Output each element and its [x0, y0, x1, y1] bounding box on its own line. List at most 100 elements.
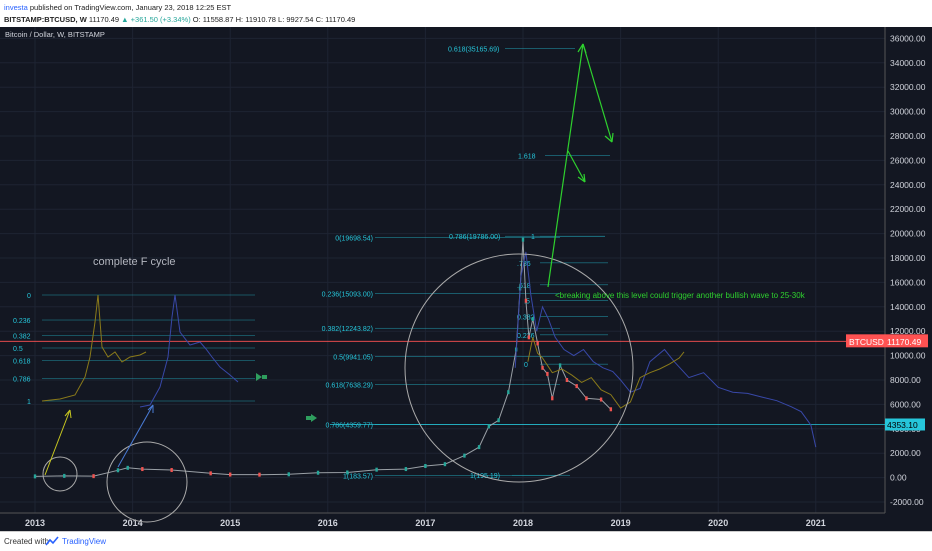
- x-tick-label: 2018: [513, 518, 533, 528]
- price-label-box: [846, 334, 928, 348]
- candle: [443, 462, 447, 467]
- mini-fib-label: 0: [27, 293, 31, 300]
- high-value: H: 11910.78: [235, 15, 276, 24]
- right-marker-tail: [306, 416, 311, 420]
- candle: [346, 470, 349, 475]
- left-marker-tail: [262, 375, 267, 379]
- mini-fib-label: 1: [27, 399, 31, 406]
- fib-right-label: 0.382: [517, 315, 535, 322]
- breakout-annotation: <breaking above this level could trigger…: [555, 291, 806, 300]
- candle: [229, 472, 232, 477]
- fib-right-label: 1.618: [518, 154, 536, 161]
- y-tick-label: 0.00: [890, 473, 907, 483]
- y-tick-label: 6000.00: [890, 399, 921, 409]
- close-value: C: 11170.49: [315, 15, 356, 24]
- candle: [170, 468, 173, 473]
- candle: [507, 390, 510, 395]
- fib-left-label: 0.236(15093.00): [322, 291, 373, 298]
- cycle-annotation: complete F cycle: [93, 256, 176, 268]
- candle: [316, 470, 320, 475]
- mini-fib-label: 0.382: [13, 333, 31, 340]
- fib-left-label: 0.5(9941.05): [333, 354, 373, 361]
- price-label-value: 11170.49: [887, 337, 921, 347]
- candle: [92, 474, 95, 479]
- fib-left-label: 0.382(12243.82): [322, 326, 373, 333]
- candle: [141, 467, 144, 472]
- yellow-arrow: [44, 409, 71, 476]
- fib-left-label: 0.618(7638.29): [326, 382, 373, 389]
- mini-fib-label: 0.236: [13, 318, 31, 325]
- fib-right-label: 1: [531, 234, 535, 241]
- y-tick-label: 34000.00: [890, 58, 926, 68]
- mini-fib-label: 0.618: [13, 359, 31, 366]
- fib-left-label: 0(19698.54): [335, 235, 373, 242]
- y-tick-label: 8000.00: [890, 375, 921, 385]
- y-tick-label: 14000.00: [890, 302, 926, 312]
- y-tick-label: 30000.00: [890, 107, 926, 117]
- green-arrowhead-top: [577, 43, 587, 54]
- blue-arrowhead: [147, 404, 154, 413]
- candle: [126, 465, 129, 470]
- mini-cycle-blue: [139, 294, 239, 408]
- candle: [477, 445, 481, 450]
- mini-fib-label: 0.786: [13, 376, 31, 383]
- candle: [497, 418, 500, 423]
- publish-info: investa published on TradingView.com, Ja…: [4, 2, 231, 13]
- candle: [487, 424, 491, 429]
- candle: [209, 471, 212, 476]
- candle: [531, 317, 534, 321]
- candle: [536, 341, 539, 346]
- candle: [558, 363, 562, 368]
- fib-right-label: 0.786(19786.00): [449, 234, 500, 241]
- x-tick-label: 2019: [611, 518, 631, 528]
- green-arrowhead-branch: [577, 173, 586, 183]
- right-marker-icon: [311, 414, 317, 422]
- mini-cycle-olive: [41, 294, 147, 402]
- x-tick-label: 2014: [123, 518, 143, 528]
- publish-header: investa published on TradingView.com, Ja…: [0, 0, 932, 28]
- level-label-box: [885, 418, 925, 431]
- y-tick-label: 20000.00: [890, 229, 926, 239]
- candle: [463, 453, 466, 458]
- y-tick-label: 22000.00: [890, 204, 926, 214]
- author-link[interactable]: investa: [4, 3, 28, 12]
- cycle-circle-small: [42, 456, 78, 492]
- symbol-name: BITSTAMP:BTCUSD, W: [4, 15, 87, 24]
- series-main: [34, 239, 612, 477]
- candle: [585, 396, 588, 401]
- fib-right-label: 0.618(35165.69): [448, 47, 499, 54]
- x-tick-label: 2017: [415, 518, 435, 528]
- candle: [609, 407, 613, 412]
- x-tick-label: 2021: [806, 518, 826, 528]
- y-tick-label: 36000.00: [890, 33, 926, 43]
- candle: [33, 474, 37, 479]
- series-projection_olive: [527, 337, 685, 409]
- y-tick-label: 16000.00: [890, 277, 926, 287]
- publish-date: published on TradingView.com, January 23…: [29, 3, 232, 12]
- x-tick-label: 2015: [220, 518, 240, 528]
- created-with-text: Created with: [4, 537, 49, 546]
- last-price: 11170.49: [88, 15, 120, 24]
- candle: [524, 298, 528, 303]
- x-tick-label: 2016: [318, 518, 338, 528]
- candle: [424, 464, 427, 469]
- y-tick-label: 12000.00: [890, 326, 926, 336]
- y-tick-label: 28000.00: [890, 131, 926, 141]
- fib-right-label: 0.236: [517, 333, 535, 340]
- tradingview-brand[interactable]: TradingView: [62, 537, 107, 546]
- candle: [375, 467, 378, 472]
- candle: [287, 472, 290, 477]
- y-tick-label: 10000.00: [890, 351, 926, 361]
- price-chart[interactable]: 36000.00 34000.00 32000.00 30000.00 28000.00…: [0, 27, 932, 531]
- candle: [541, 365, 544, 370]
- fib-right-label: .618: [517, 283, 531, 290]
- candle: [521, 237, 525, 242]
- fib-left-label: 0.786(4359.77): [326, 422, 373, 429]
- mini-fib-label: 0.5: [13, 346, 23, 353]
- open-value: O: 11558.87: [192, 15, 234, 24]
- level-label-value: 4353.10: [887, 420, 918, 430]
- yellow-arrowhead: [64, 409, 72, 419]
- y-tick-label: 24000.00: [890, 180, 926, 190]
- symbol-ohlc: BITSTAMP:BTCUSD, W 11170.49 ▲ +361.50 (+…: [4, 14, 355, 25]
- fib-right-label: 0: [524, 362, 528, 369]
